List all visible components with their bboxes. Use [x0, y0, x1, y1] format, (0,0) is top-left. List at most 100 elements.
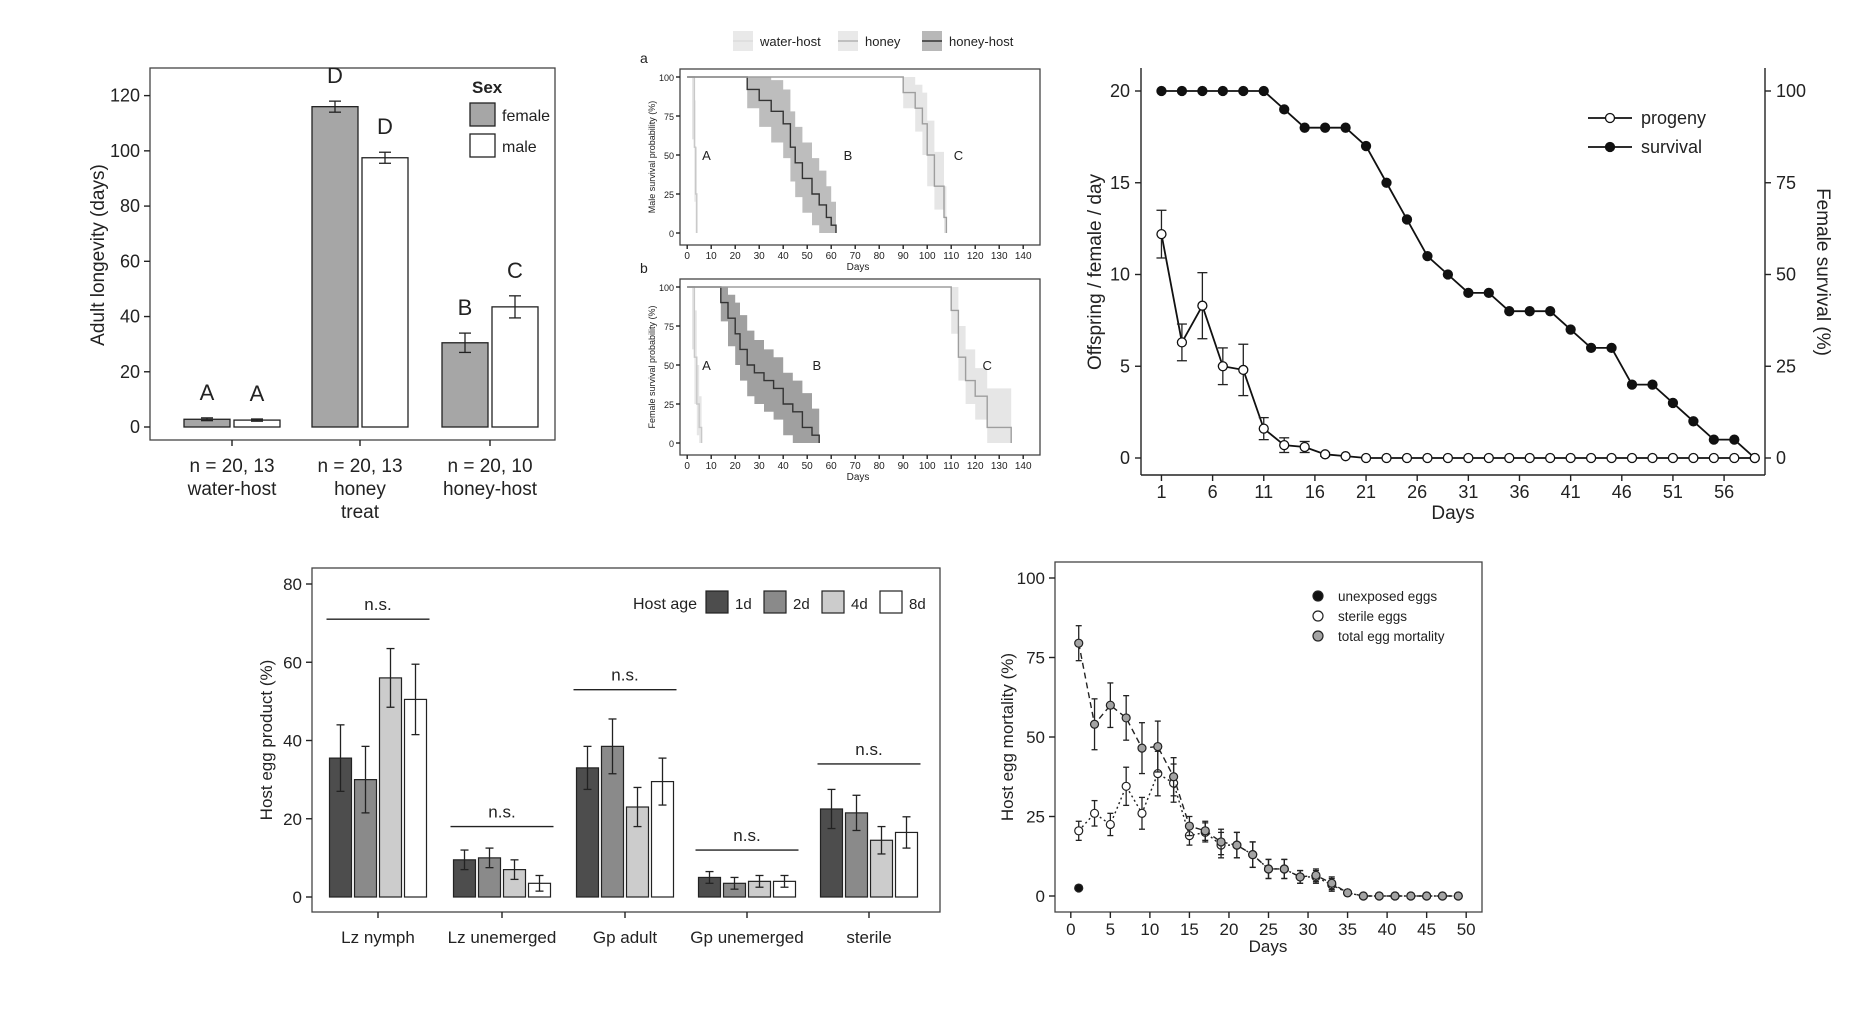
x-tick-label: 60 [826, 461, 838, 472]
y-tick-label: 0 [669, 229, 674, 239]
x-tick-label: water-host [187, 479, 277, 500]
y-tick-label: 5 [1120, 356, 1130, 376]
x-tick-label: n = 20, 10 [447, 456, 532, 477]
point-total egg mortality [1263, 864, 1274, 874]
point-survival [1442, 269, 1454, 280]
curve-letter: C [954, 148, 963, 163]
x-tick-label: 56 [1714, 482, 1734, 502]
legend-label: water-host [759, 34, 821, 49]
point-survival [1340, 122, 1351, 133]
y-tick-label: 100 [659, 283, 674, 293]
x-tick-label: 35 [1338, 920, 1357, 939]
y2-tick-label: 100 [1776, 81, 1806, 101]
legend-swatch [763, 590, 787, 614]
y-tick-label: 0 [293, 888, 302, 907]
survival-curve [687, 286, 820, 443]
point-total egg mortality [1184, 821, 1195, 831]
point-total egg mortality [1105, 700, 1115, 710]
x-axis-label: Days [847, 472, 870, 483]
point-survival [1401, 214, 1413, 225]
legend-label: honey [865, 34, 901, 49]
x-tick-label: 0 [684, 251, 690, 262]
point-survival [1238, 85, 1249, 97]
x-tick-label: 20 [730, 251, 742, 262]
point-total egg mortality [1216, 837, 1226, 847]
point-total egg mortality [1153, 741, 1163, 752]
y-axis-label: Male survival probability (%) [647, 101, 657, 214]
y-axis-label: Host egg product (%) [257, 660, 276, 821]
legend-swatch [469, 102, 496, 127]
point-progeny [1258, 423, 1269, 434]
point-total egg mortality [1200, 826, 1210, 836]
point-progeny [1667, 452, 1679, 464]
legend-marker [1312, 590, 1324, 602]
point-survival [1422, 250, 1433, 262]
point-total egg mortality [1089, 719, 1100, 729]
point-progeny [1176, 337, 1188, 348]
y-tick-label: 75 [1026, 649, 1045, 668]
point-progeny [1524, 452, 1535, 464]
x-tick-label: 20 [1220, 920, 1239, 939]
point-progeny [1238, 364, 1249, 376]
y-tick-label: 0 [1036, 887, 1045, 906]
point-survival [1565, 324, 1576, 335]
x-tick-label: 40 [778, 251, 790, 262]
point-total egg mortality [1327, 878, 1337, 888]
point-survival [1606, 342, 1617, 354]
panel-label: b [640, 260, 648, 276]
point-progeny [1279, 440, 1290, 451]
significance-letter: A [200, 380, 215, 405]
legend-swatch [879, 590, 903, 614]
point-progeny [1197, 300, 1208, 311]
plot-frame [679, 68, 1041, 246]
point-total egg mortality [1437, 891, 1448, 901]
curve-letter: A [702, 148, 711, 163]
x-tick-label: 30 [754, 461, 766, 472]
point-total egg mortality [1121, 713, 1131, 723]
y-tick-label: 50 [1026, 728, 1045, 747]
y-axis-label: Offspring / female / day [1085, 173, 1106, 370]
plot-frame [679, 278, 1041, 456]
significance-letter: C [507, 258, 523, 283]
bar-4d [378, 677, 403, 898]
y-tick-label: 40 [120, 307, 140, 327]
x-axis-label: Days [1431, 503, 1474, 524]
y-tick-label: 25 [664, 400, 674, 410]
x-tick-label: 20 [730, 461, 742, 472]
point-sterile eggs [1105, 819, 1115, 830]
point-survival [1258, 85, 1269, 97]
ci-band [687, 77, 836, 233]
point-survival [1176, 85, 1188, 97]
x-tick-label: 40 [1378, 920, 1397, 939]
x-tick-label: 130 [991, 461, 1008, 472]
legend-marker [1604, 112, 1616, 124]
x-tick-label: 31 [1458, 482, 1478, 502]
y-tick-label: 20 [283, 810, 302, 829]
x-tick-label: 41 [1561, 482, 1581, 502]
point-survival [1708, 434, 1720, 445]
legend-marker [1312, 630, 1324, 642]
legend-label: sterile eggs [1338, 609, 1407, 624]
y-tick-label: 0 [669, 439, 674, 449]
legend-label: female [502, 108, 550, 125]
point-survival [1381, 177, 1392, 188]
point-progeny [1708, 452, 1720, 464]
curve-letter: C [983, 358, 992, 373]
y2-tick-label: 25 [1776, 356, 1796, 376]
point-sterile eggs [1074, 826, 1084, 836]
x-tick-label: Gp unemerged [690, 928, 803, 947]
point-progeny [1319, 449, 1331, 460]
point-sterile eggs [1089, 808, 1100, 818]
point-progeny [1360, 452, 1372, 464]
point-progeny [1504, 452, 1515, 464]
y-tick-label: 0 [130, 417, 140, 437]
significance-letter: D [377, 114, 393, 139]
y-tick-label: 75 [664, 322, 674, 332]
plot-frame [149, 67, 556, 441]
point-survival [1299, 122, 1310, 133]
legend-label: honey-host [949, 34, 1014, 49]
y-tick-label: 25 [664, 190, 674, 200]
